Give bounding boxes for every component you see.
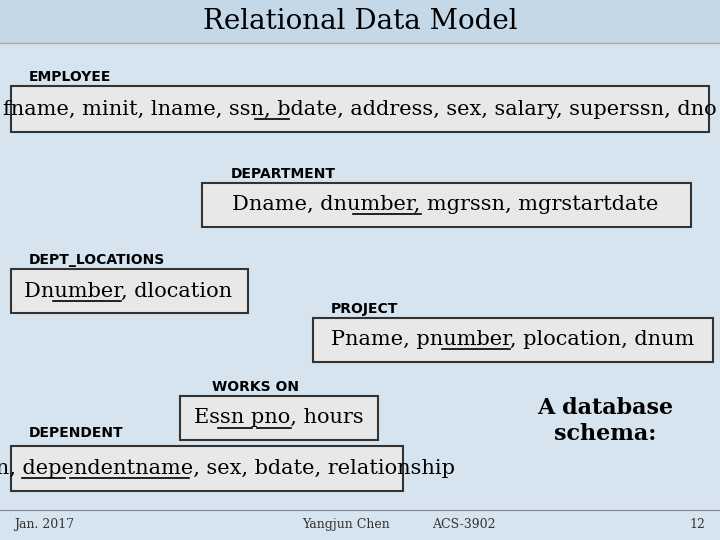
Text: Yangjun Chen: Yangjun Chen [302, 518, 390, 531]
Text: Dnumber, dlocation: Dnumber, dlocation [24, 281, 233, 301]
FancyBboxPatch shape [202, 183, 691, 227]
Text: WORKS ON: WORKS ON [212, 380, 300, 394]
FancyBboxPatch shape [313, 318, 713, 362]
FancyBboxPatch shape [0, 0, 720, 43]
Text: fname, minit, lname, ssn, bdate, address, sex, salary, superssn, dno: fname, minit, lname, ssn, bdate, address… [3, 100, 717, 119]
Text: 12: 12 [690, 518, 706, 531]
Text: ACS-3902: ACS-3902 [432, 518, 495, 531]
Text: Essn, dependentname, sex, bdate, relationship: Essn, dependentname, sex, bdate, relatio… [0, 459, 454, 478]
Text: DEPENDENT: DEPENDENT [29, 426, 123, 440]
Text: Jan. 2017: Jan. 2017 [14, 518, 75, 531]
Text: Pname, pnumber, plocation, dnum: Pname, pnumber, plocation, dnum [331, 330, 694, 349]
FancyBboxPatch shape [11, 269, 248, 313]
FancyBboxPatch shape [180, 396, 378, 440]
Text: A database
schema:: A database schema: [536, 397, 673, 445]
Text: Dname, dnumber, mgrssn, mgrstartdate: Dname, dnumber, mgrssn, mgrstartdate [232, 195, 658, 214]
Text: Essn pno, hours: Essn pno, hours [194, 408, 364, 428]
FancyBboxPatch shape [11, 446, 403, 491]
Text: PROJECT: PROJECT [331, 302, 399, 316]
Text: EMPLOYEE: EMPLOYEE [29, 70, 111, 84]
Text: Relational Data Model: Relational Data Model [203, 8, 517, 35]
Text: DEPARTMENT: DEPARTMENT [230, 167, 336, 181]
FancyBboxPatch shape [11, 86, 709, 132]
Text: DEPT_LOCATIONS: DEPT_LOCATIONS [29, 253, 165, 267]
